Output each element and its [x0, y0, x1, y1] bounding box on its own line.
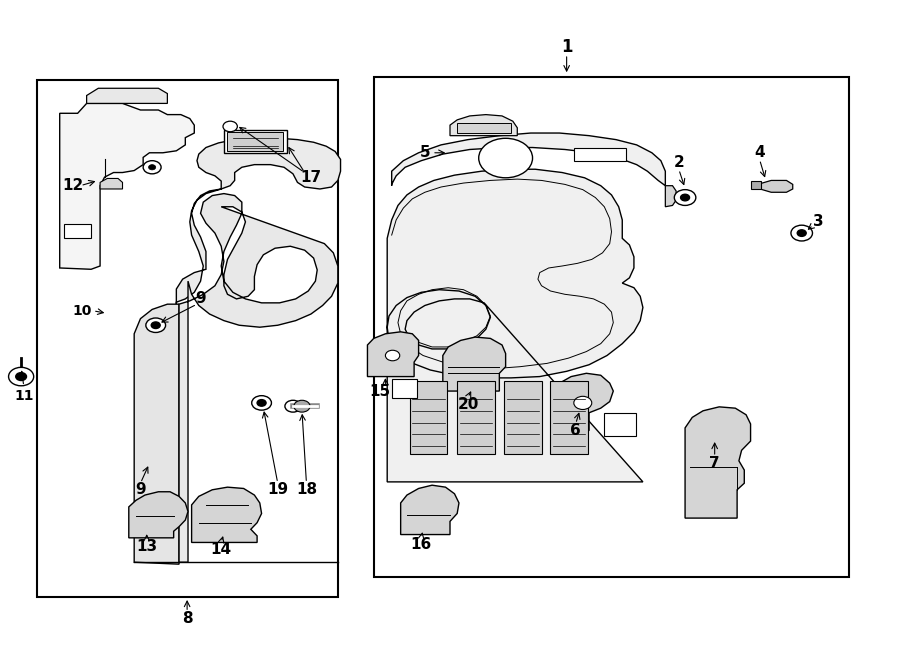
- Bar: [64, 224, 91, 239]
- Text: 10: 10: [73, 304, 92, 318]
- Circle shape: [15, 373, 26, 381]
- Circle shape: [223, 121, 238, 132]
- Polygon shape: [753, 180, 793, 192]
- Bar: [410, 381, 447, 454]
- Circle shape: [674, 190, 696, 206]
- Text: 16: 16: [410, 537, 432, 552]
- Polygon shape: [192, 487, 262, 543]
- Text: 20: 20: [457, 397, 479, 412]
- Polygon shape: [176, 138, 340, 304]
- Text: 4: 4: [754, 145, 765, 160]
- Polygon shape: [129, 492, 188, 538]
- Circle shape: [574, 397, 592, 409]
- Circle shape: [151, 322, 160, 329]
- Text: 9: 9: [195, 292, 206, 307]
- Polygon shape: [450, 114, 518, 136]
- Polygon shape: [685, 407, 751, 518]
- Polygon shape: [86, 89, 167, 103]
- Text: 11: 11: [14, 389, 33, 403]
- Polygon shape: [554, 373, 613, 430]
- Text: 6: 6: [571, 423, 581, 438]
- Circle shape: [146, 318, 166, 332]
- Bar: [224, 130, 287, 153]
- Circle shape: [143, 161, 161, 174]
- Bar: [374, 77, 850, 577]
- Bar: [751, 181, 761, 189]
- Bar: [457, 122, 511, 133]
- Text: 19: 19: [267, 483, 288, 497]
- Text: 15: 15: [370, 383, 391, 399]
- Text: 13: 13: [136, 539, 158, 554]
- Circle shape: [680, 194, 689, 201]
- Bar: [504, 381, 542, 454]
- Circle shape: [148, 165, 156, 170]
- Polygon shape: [100, 178, 122, 189]
- Text: 12: 12: [62, 178, 84, 193]
- Text: 5: 5: [419, 145, 430, 160]
- Circle shape: [285, 401, 302, 412]
- Circle shape: [294, 401, 310, 412]
- Polygon shape: [179, 194, 338, 563]
- Circle shape: [385, 350, 400, 361]
- Text: 18: 18: [296, 483, 317, 497]
- Bar: [392, 379, 417, 398]
- Text: 1: 1: [561, 38, 572, 56]
- Circle shape: [252, 396, 272, 410]
- Polygon shape: [665, 186, 676, 207]
- Polygon shape: [400, 485, 459, 535]
- Circle shape: [9, 368, 33, 386]
- Text: 9: 9: [135, 483, 146, 497]
- Polygon shape: [443, 337, 506, 391]
- Polygon shape: [367, 332, 419, 377]
- Polygon shape: [134, 304, 179, 564]
- Bar: [574, 147, 626, 161]
- Text: 14: 14: [211, 541, 232, 557]
- Text: 3: 3: [813, 214, 824, 229]
- Circle shape: [797, 230, 806, 237]
- Circle shape: [257, 400, 266, 407]
- Circle shape: [479, 138, 533, 178]
- Text: 2: 2: [673, 155, 684, 170]
- Bar: [457, 381, 495, 454]
- Text: 17: 17: [301, 171, 321, 185]
- Polygon shape: [387, 169, 643, 482]
- Text: 8: 8: [182, 611, 193, 627]
- Bar: [228, 132, 284, 151]
- Bar: [551, 381, 589, 454]
- Bar: [604, 412, 635, 436]
- Circle shape: [791, 225, 813, 241]
- Polygon shape: [392, 133, 665, 186]
- Bar: [37, 81, 338, 597]
- Text: 7: 7: [709, 456, 720, 471]
- Polygon shape: [59, 103, 194, 269]
